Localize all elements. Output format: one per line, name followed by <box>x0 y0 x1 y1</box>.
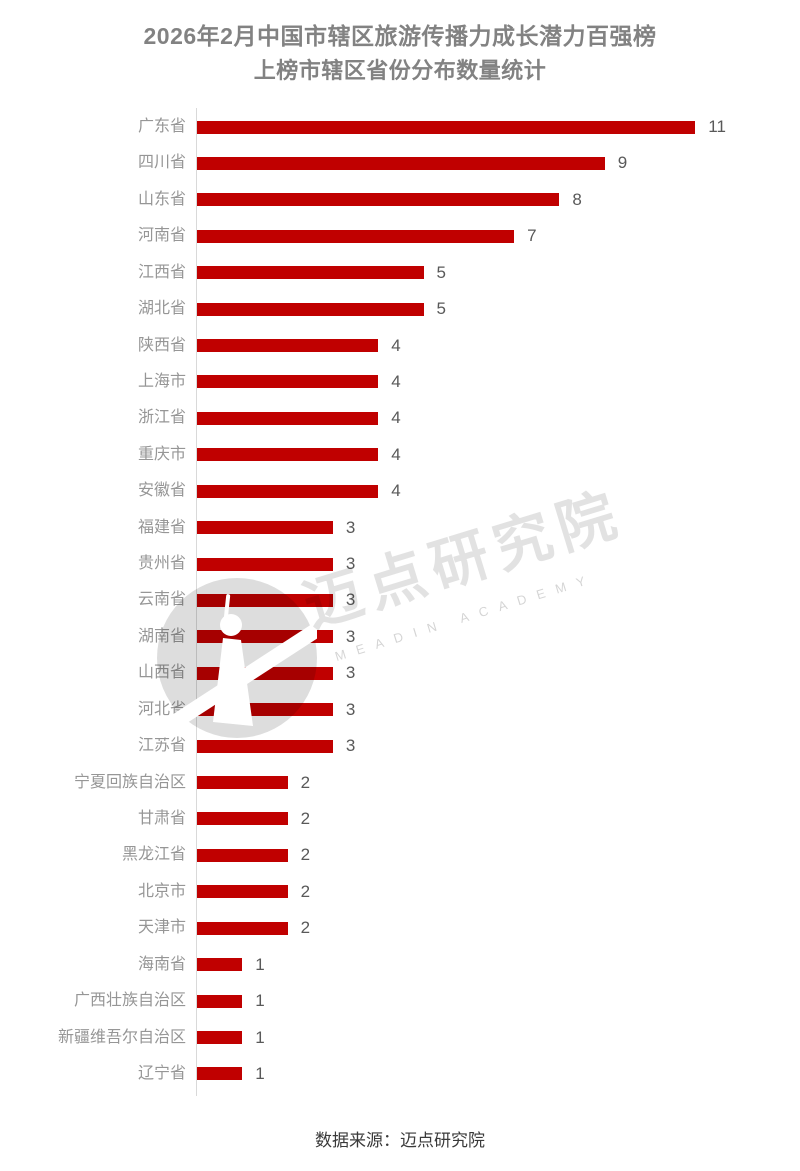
category-label: 福建省 <box>137 518 186 536</box>
bar <box>197 339 379 353</box>
value-label: 7 <box>527 226 537 246</box>
bar <box>197 848 288 862</box>
bar <box>197 557 333 571</box>
category-label: 北京市 <box>137 882 186 900</box>
bar <box>197 776 288 790</box>
category-label: 新疆维吾尔自治区 <box>57 1028 186 1046</box>
category-label: 辽宁省 <box>137 1064 186 1082</box>
bar <box>197 229 515 243</box>
category-label: 上海市 <box>137 372 186 390</box>
value-label: 3 <box>345 590 356 610</box>
value-label: 3 <box>345 663 356 683</box>
value-label: 1 <box>255 1027 265 1047</box>
category-label: 河北省 <box>137 700 186 718</box>
bar <box>197 994 243 1008</box>
value-label: 3 <box>345 699 356 719</box>
value-label: 4 <box>391 444 401 464</box>
bar <box>197 521 333 535</box>
category-label: 湖北省 <box>137 300 186 318</box>
value-label: 5 <box>436 299 446 319</box>
value-label: 8 <box>572 189 582 209</box>
value-label: 4 <box>391 371 401 391</box>
category-label: 贵州省 <box>137 555 186 573</box>
bar <box>197 1031 243 1044</box>
category-label: 宁夏回族自治区 <box>73 773 186 791</box>
category-label: 陕西省 <box>137 336 186 354</box>
value-label: 9 <box>617 153 628 173</box>
value-label: 11 <box>708 117 726 136</box>
value-label: 2 <box>300 772 311 792</box>
bar <box>197 156 605 170</box>
value-label: 3 <box>345 517 356 537</box>
category-label: 四川省 <box>137 154 186 172</box>
value-label: 1 <box>255 954 265 974</box>
data-source-note: 数据来源：迈点研究院 <box>315 1131 485 1150</box>
category-label: 湖南省 <box>137 627 186 645</box>
category-label: 安徽省 <box>137 482 186 500</box>
bar <box>197 375 379 389</box>
chart-title: 2026年2月中国市辖区旅游传播力成长潜力百强榜 <box>143 23 657 49</box>
category-label: 甘肃省 <box>137 809 186 827</box>
value-label: 4 <box>391 481 401 501</box>
bar <box>197 885 288 899</box>
bar <box>197 193 560 207</box>
category-label: 天津市 <box>137 919 186 937</box>
category-label: 江苏省 <box>137 737 186 755</box>
bar <box>197 484 379 498</box>
value-label: 5 <box>436 262 446 282</box>
bar <box>197 593 333 607</box>
category-label: 山东省 <box>137 190 186 208</box>
bar <box>197 703 333 717</box>
bar <box>197 448 379 462</box>
value-label: 2 <box>300 918 311 938</box>
category-label: 广西壮族自治区 <box>73 992 186 1010</box>
value-label: 1 <box>255 1063 265 1083</box>
y-axis-line <box>196 108 197 1096</box>
category-label: 广东省 <box>137 118 186 135</box>
value-label: 4 <box>391 408 401 428</box>
category-label: 重庆市 <box>137 445 186 463</box>
bar <box>197 411 379 425</box>
value-label: 3 <box>345 736 356 756</box>
value-label: 2 <box>300 881 311 901</box>
value-label: 2 <box>300 808 311 828</box>
bar <box>197 739 333 753</box>
category-label: 江西省 <box>137 263 186 281</box>
bar <box>197 958 243 972</box>
value-label: 3 <box>345 626 356 646</box>
bar <box>197 666 333 680</box>
value-label: 1 <box>255 991 265 1011</box>
bar <box>197 630 333 644</box>
bar <box>197 921 288 935</box>
value-label: 3 <box>345 554 356 574</box>
category-label: 海南省 <box>137 955 186 973</box>
category-label: 黑龙江省 <box>121 846 186 864</box>
value-label: 2 <box>300 845 311 865</box>
bar <box>197 1067 243 1081</box>
bar <box>197 120 696 134</box>
bar <box>197 812 288 826</box>
category-label: 山西省 <box>137 664 186 682</box>
bar <box>197 302 424 316</box>
chart-subtitle: 上榜市辖区省份分布数量统计 <box>253 58 547 83</box>
bar <box>197 266 424 280</box>
category-label: 河南省 <box>137 227 186 245</box>
value-label: 4 <box>391 335 401 355</box>
category-label: 浙江省 <box>137 409 186 427</box>
category-label: 云南省 <box>137 591 186 609</box>
